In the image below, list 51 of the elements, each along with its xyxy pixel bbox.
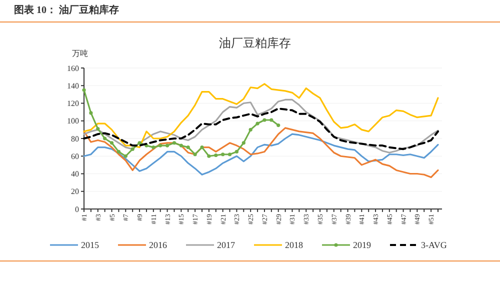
line-series <box>83 98 439 154</box>
y-tick-label: 100 <box>67 116 79 126</box>
y-tick-label: 60 <box>71 152 79 161</box>
point <box>172 141 176 145</box>
point <box>158 144 162 148</box>
point <box>103 136 107 140</box>
y-tick-label: 0 <box>75 204 79 214</box>
point <box>186 146 190 150</box>
legend-label: 2019 <box>353 240 372 250</box>
legend-label: 2016 <box>149 240 168 250</box>
legend-label: 2018 <box>285 240 304 250</box>
point <box>214 153 218 158</box>
point <box>256 122 260 126</box>
point <box>152 146 156 150</box>
point <box>96 127 100 131</box>
point <box>193 152 197 156</box>
chart-subtitle: 油厂豆粕库存 <box>219 36 291 50</box>
legend-label: 3-AVG <box>421 240 448 250</box>
line-series <box>83 133 439 176</box>
point <box>116 150 121 154</box>
point <box>110 141 114 145</box>
point <box>248 128 252 132</box>
point <box>270 118 274 122</box>
legend-label: 2017 <box>217 240 236 250</box>
y-tick-label: 80 <box>71 134 79 144</box>
y-tick-label: 20 <box>71 187 79 196</box>
y-tick-label: 140 <box>67 81 79 90</box>
point <box>262 118 266 122</box>
point <box>207 154 211 158</box>
point <box>179 144 183 148</box>
y-axis-title: 万吨 <box>72 49 88 58</box>
line-series <box>83 127 439 178</box>
y-tick-label: 120 <box>67 99 79 108</box>
point <box>221 152 225 156</box>
legend-label: 2015 <box>81 240 100 250</box>
line-series <box>83 83 439 148</box>
point <box>165 144 170 148</box>
point <box>276 123 280 128</box>
point <box>200 146 204 150</box>
y-tick-label: 160 <box>67 64 79 73</box>
point <box>130 147 134 151</box>
point <box>228 152 232 156</box>
point <box>124 154 128 158</box>
chart-title: 图表 10： 油厂豆粕库存 <box>14 4 119 16</box>
point <box>138 141 142 145</box>
point <box>242 141 246 145</box>
point <box>89 111 93 115</box>
y-tick-label: 40 <box>71 170 79 179</box>
point <box>234 150 239 154</box>
point <box>82 88 86 92</box>
line-series <box>83 108 439 150</box>
